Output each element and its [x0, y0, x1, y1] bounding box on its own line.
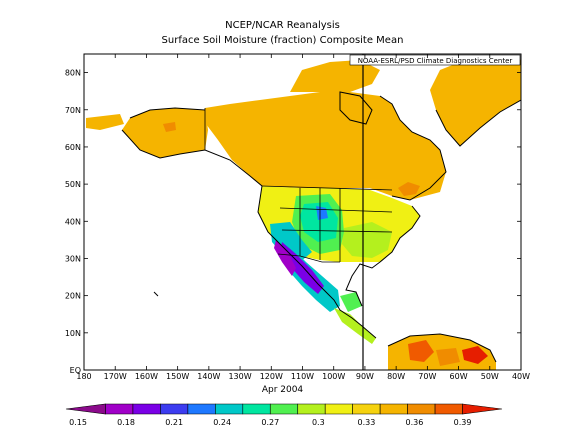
colorbar-tick-label: 0.27 [261, 418, 279, 427]
lon-tick-label: 110W [291, 372, 314, 381]
field-south-america-wet2 [462, 346, 488, 364]
colorbar-swatch [324, 403, 353, 415]
colorbar-tick-label: 0.18 [117, 418, 135, 427]
lon-tick-label: 90W [356, 372, 374, 381]
lon-tick-label: 80W [387, 372, 405, 381]
lon-tick-label: 160W [135, 372, 158, 381]
field-southwest-dry [270, 222, 312, 262]
field-aleutian [86, 114, 124, 130]
lon-tick-label: 70W [418, 372, 436, 381]
colorbar-tick-label: 0.21 [165, 418, 183, 427]
field-yucatan [340, 292, 362, 312]
credit-text: NOAA-ESRL/PSD Climate Diagnostics Center [358, 57, 513, 65]
field-south-america-wet [408, 340, 434, 362]
colorbar-swatch [434, 403, 463, 415]
map-fields [86, 56, 521, 370]
axis-ticks: 180 170W 160W 150W 140W 130W 120W 110W 100W 90W 80… [65, 54, 530, 381]
lat-tick-label: EQ [70, 366, 81, 375]
colorbar-swatch [462, 403, 503, 415]
lat-tick-label: 30N [65, 254, 81, 263]
lat-tick-label: 60N [65, 143, 81, 152]
lon-tick-label: 60W [450, 372, 468, 381]
lon-tick-label: 180 [76, 372, 91, 381]
date-label: Apr 2004 [261, 385, 304, 395]
lon-tick-label: 170W [104, 372, 127, 381]
lon-tick-label: 50W [481, 372, 499, 381]
colorbar-tick-label: 0.33 [357, 418, 375, 427]
figure-subtitle: Surface Soil Moisture (fraction) Composi… [161, 35, 404, 46]
colorbar-swatch [269, 403, 299, 415]
credit-box [349, 54, 521, 66]
colorbar-swatch [352, 403, 381, 415]
colorbar: 0.15 0.18 0.21 0.24 0.27 0.3 0.33 0.36 0.39 [65, 403, 503, 427]
colorbar-swatch [105, 403, 134, 415]
lon-tick-label: 140W [197, 372, 220, 381]
colorbar-swatch [297, 403, 326, 415]
field-plains-core [300, 202, 338, 242]
colorbar-swatch [187, 403, 216, 415]
lat-tick-label: 40N [65, 217, 81, 226]
lon-tick-label: 120W [260, 372, 283, 381]
colorbar-swatch [132, 403, 161, 415]
borders [204, 108, 393, 263]
colorbar-tick-label: 0.36 [406, 418, 424, 427]
colorbar-swatch [215, 403, 244, 415]
figure-title: NCEP/NCAR Reanalysis [225, 20, 340, 31]
colorbar-tick-label: 0.24 [213, 418, 231, 427]
field-alaska-wet [163, 122, 176, 132]
lat-tick-label: 70N [65, 106, 81, 115]
field-greenland [430, 56, 521, 146]
colorbar-swatch [160, 403, 189, 415]
lon-tick-label: 130W [228, 372, 251, 381]
field-south-america-mid [436, 348, 460, 366]
lat-tick-label: 50N [65, 180, 81, 189]
colorbar-swatch [407, 403, 436, 415]
field-alaska [122, 108, 208, 158]
lon-tick-label: 40W [512, 372, 530, 381]
lat-tick-label: 80N [65, 69, 81, 78]
colorbar-swatch [242, 403, 271, 415]
field-great-lakes-wet [398, 182, 420, 196]
colorbar-tick-label: 0.39 [454, 418, 472, 427]
coastlines [121, 91, 521, 363]
field-baja [274, 240, 296, 276]
colorbar-swatch [379, 403, 408, 415]
lon-tick-label: 150W [166, 372, 189, 381]
lon-tick-label: 100W [322, 372, 345, 381]
colorbar-swatch [65, 403, 106, 415]
lat-tick-label: 20N [65, 292, 81, 301]
colorbar-tick-label: 0.15 [69, 418, 87, 427]
field-arctic-islands [290, 60, 380, 92]
colorbar-tick-label: 0.3 [312, 418, 325, 427]
field-canada [205, 92, 446, 200]
lat-tick-label: 10N [65, 329, 81, 338]
field-central-america [334, 308, 376, 344]
